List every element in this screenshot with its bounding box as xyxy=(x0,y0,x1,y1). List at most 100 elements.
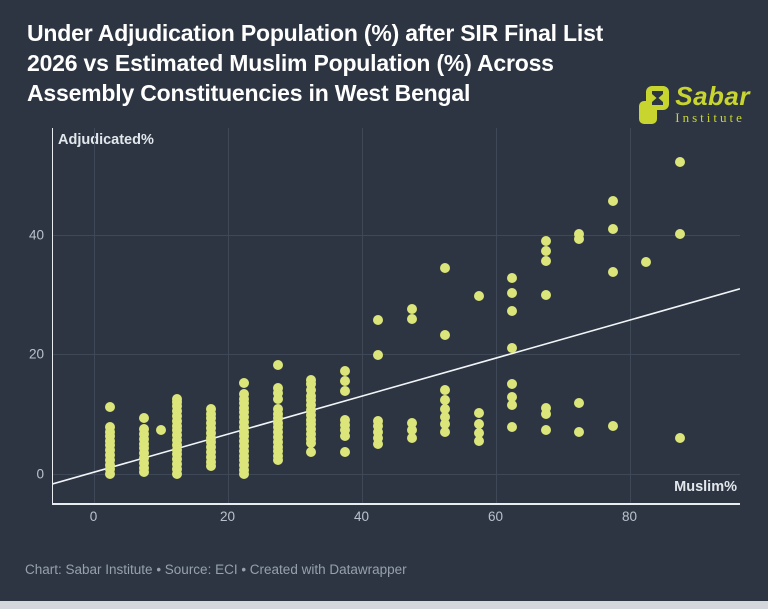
title-line-3: Assembly Constituencies in West Bengal xyxy=(27,80,471,106)
data-point[interactable] xyxy=(155,425,166,436)
data-point[interactable] xyxy=(440,411,451,422)
data-point[interactable] xyxy=(339,375,350,386)
data-point[interactable] xyxy=(473,408,484,418)
data-point[interactable] xyxy=(406,425,417,436)
data-point[interactable] xyxy=(507,421,518,432)
x-tick-label: 80 xyxy=(621,509,638,524)
vertical-gridline xyxy=(361,128,363,504)
logo-name: Sabar xyxy=(675,81,750,111)
data-point[interactable] xyxy=(473,427,484,438)
data-point[interactable] xyxy=(105,469,116,480)
data-point[interactable] xyxy=(540,235,551,246)
data-point[interactable] xyxy=(540,255,551,266)
footer-attribution: Chart: Sabar Institute • Source: ECI • C… xyxy=(25,562,407,577)
x-axis-label: Muslim% xyxy=(674,479,737,495)
data-point[interactable] xyxy=(540,403,551,414)
data-point[interactable] xyxy=(607,223,618,234)
data-point[interactable] xyxy=(339,385,350,396)
data-point[interactable] xyxy=(641,257,652,268)
data-point[interactable] xyxy=(373,349,384,360)
data-point[interactable] xyxy=(272,388,283,399)
data-point[interactable] xyxy=(306,446,317,457)
data-point[interactable] xyxy=(574,427,585,438)
data-point[interactable] xyxy=(406,418,417,429)
data-point[interactable] xyxy=(540,290,551,300)
data-point[interactable] xyxy=(406,314,417,324)
data-point[interactable] xyxy=(339,420,350,430)
data-point[interactable] xyxy=(406,432,417,443)
data-point[interactable] xyxy=(473,291,484,302)
data-point[interactable] xyxy=(473,419,484,430)
data-point[interactable] xyxy=(440,385,451,396)
data-point[interactable] xyxy=(105,402,116,412)
data-point[interactable] xyxy=(306,384,317,395)
data-point[interactable] xyxy=(507,392,518,403)
data-point[interactable] xyxy=(272,455,283,466)
data-point[interactable] xyxy=(339,446,350,457)
title-line-2: 2026 vs Estimated Muslim Population (%) … xyxy=(27,50,554,76)
data-point[interactable] xyxy=(440,262,451,273)
data-point[interactable] xyxy=(507,288,518,299)
data-point[interactable] xyxy=(406,303,417,314)
data-point[interactable] xyxy=(473,436,484,447)
data-point[interactable] xyxy=(607,420,618,431)
data-point[interactable] xyxy=(674,157,685,168)
data-point[interactable] xyxy=(373,426,384,437)
data-point[interactable] xyxy=(373,421,384,432)
data-point[interactable] xyxy=(440,330,451,341)
y-axis-line xyxy=(52,128,53,505)
data-point[interactable] xyxy=(138,467,149,478)
data-point[interactable] xyxy=(373,314,384,325)
data-point[interactable] xyxy=(373,432,384,443)
data-point[interactable] xyxy=(205,461,216,472)
data-point[interactable] xyxy=(306,379,317,390)
data-point[interactable] xyxy=(574,234,585,245)
data-point[interactable] xyxy=(507,379,518,390)
data-point[interactable] xyxy=(674,229,685,239)
data-point[interactable] xyxy=(339,366,350,377)
x-tick-label: 0 xyxy=(89,509,98,524)
data-point[interactable] xyxy=(540,424,551,435)
x-tick-label: 20 xyxy=(219,509,236,524)
horizontal-gridline xyxy=(52,474,740,476)
data-point[interactable] xyxy=(507,342,518,353)
data-point[interactable] xyxy=(440,427,451,438)
x-tick-label: 60 xyxy=(487,509,504,524)
vertical-gridline xyxy=(495,128,497,504)
scatter-chart: Adjudicated% Muslim% 0 20 40 60 80 0 20 40 xyxy=(28,128,740,524)
data-point[interactable] xyxy=(574,229,585,239)
y-tick-label: 0 xyxy=(36,466,44,482)
data-point[interactable] xyxy=(440,419,451,430)
data-point[interactable] xyxy=(540,408,551,419)
data-point[interactable] xyxy=(272,393,283,404)
horizontal-gridline xyxy=(52,234,740,236)
data-point[interactable] xyxy=(440,404,451,415)
data-point[interactable] xyxy=(507,399,518,410)
y-tick-label: 40 xyxy=(28,227,44,243)
data-point[interactable] xyxy=(574,398,585,409)
y-tick-label: 20 xyxy=(28,346,44,362)
title-line-1: Under Adjudication Population (%) after … xyxy=(27,20,604,46)
data-point[interactable] xyxy=(507,306,518,317)
data-point[interactable] xyxy=(674,433,685,444)
data-point[interactable] xyxy=(339,425,350,436)
data-point[interactable] xyxy=(172,468,183,479)
data-point[interactable] xyxy=(373,439,384,450)
page-title: Under Adjudication Population (%) after … xyxy=(27,18,667,108)
data-point[interactable] xyxy=(607,196,618,206)
data-point[interactable] xyxy=(138,413,149,424)
data-point[interactable] xyxy=(272,360,283,371)
data-point[interactable] xyxy=(239,378,250,389)
data-point[interactable] xyxy=(607,267,618,278)
vertical-gridline xyxy=(227,128,229,504)
hourglass-logo-icon xyxy=(639,86,670,131)
data-point[interactable] xyxy=(440,395,451,406)
horizontal-gridline xyxy=(52,354,740,356)
data-point[interactable] xyxy=(507,273,518,284)
sabar-institute-logo: Sabar Institute xyxy=(639,81,750,131)
data-point[interactable] xyxy=(239,469,250,480)
data-point[interactable] xyxy=(540,246,551,257)
data-point[interactable] xyxy=(306,437,317,448)
data-point[interactable] xyxy=(339,431,350,442)
plot-area xyxy=(52,128,740,504)
